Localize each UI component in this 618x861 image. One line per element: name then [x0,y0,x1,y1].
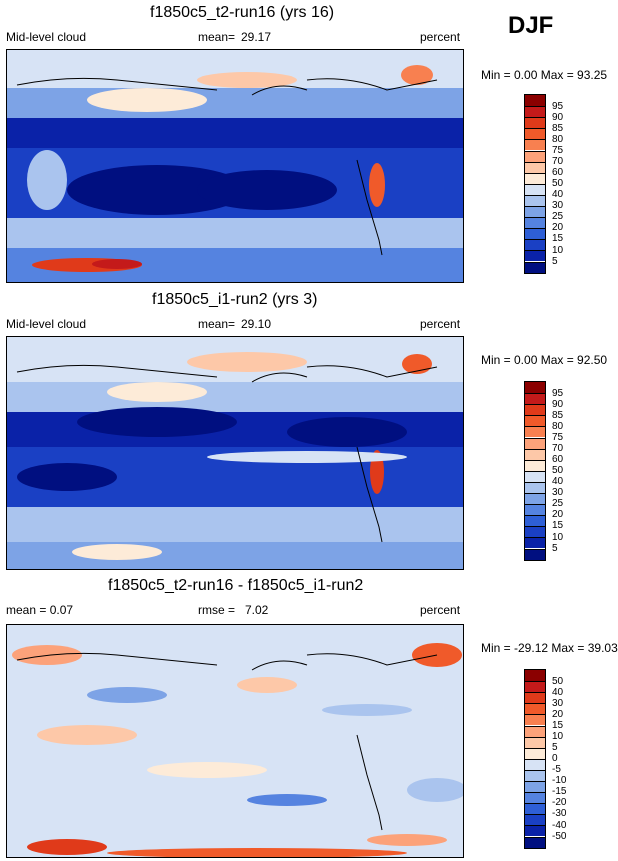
colorbar-tick: 50 [552,465,564,476]
panel-1-units: percent [420,30,461,44]
colorbar-tick: 20 [552,709,564,720]
panel-1-variable-label: Mid-level cloud [6,30,87,44]
panel-1-map-field [7,50,463,282]
colorbar-tick: 80 [552,134,564,145]
colorbar-tick: 75 [552,145,564,156]
colorbar-tick: -40 [552,820,567,831]
panel-3-units: percent [420,603,461,617]
panel-2-variable-label: Mid-level cloud [6,317,87,331]
colorbar-tick: -10 [552,775,567,786]
colorbar-tick: -50 [552,831,567,842]
panel-2-minmax: Min = 0.00 Max = 92.50 [481,353,608,367]
colorbar-tick: -20 [552,797,567,808]
colorbar-tick: 95 [552,388,564,399]
colorbar-tick: -5 [552,764,561,775]
colorbar-tick: 15 [552,720,564,731]
panel-1-map [6,49,464,283]
panel-3-title: f1850c5_t2-run16 - f1850c5_i1-run2 [108,577,364,594]
colorbar-tick: 85 [552,123,564,134]
colorbar-tick: 75 [552,432,564,443]
colorbar-tick: 90 [552,112,564,123]
panel-3-rmse-label: rmse = [198,603,236,617]
panel-2-mean-label: mean= [198,317,236,331]
colorbar-tick: 15 [552,233,564,244]
panel-1-minmax: Min = 0.00 Max = 93.25 [481,68,608,82]
colorbar-tick: 60 [552,167,564,178]
colorbar-tick: 10 [552,731,564,742]
colorbar-tick: 30 [552,698,564,709]
colorbar-tick: 95 [552,101,564,112]
colorbar-tick: 40 [552,476,564,487]
colorbar-tick: -15 [552,786,567,797]
colorbar-tick: 50 [552,676,564,687]
colorbar-tick: 50 [552,178,564,189]
panel-3-map-field [7,625,463,857]
colorbar-tick: 30 [552,487,564,498]
panel-1-title: f1850c5_t2-run16 (yrs 16) [150,4,335,21]
colorbar-tick: 90 [552,399,564,410]
colorbar-tick: 15 [552,520,564,531]
colorbar-tick: 10 [552,532,564,543]
panel-3-mean-label: mean = 0.07 [6,603,74,617]
colorbar-tick: 60 [552,454,564,465]
panel-1-mean-value: 29.17 [241,30,272,44]
colorbar-tick: 5 [552,742,558,753]
panel-1-mean-label: mean= [198,30,236,44]
colorbar-tick: 85 [552,410,564,421]
panel-2-map [6,336,464,570]
colorbar-tick: 70 [552,156,564,167]
panel-3-colorbar [524,669,546,849]
season-label: DJF [508,12,554,39]
panel-3-rmse-value: 7.02 [245,603,269,617]
panel-1-colorbar [524,94,546,274]
panel-2-colorbar [524,381,546,561]
colorbar-tick: 30 [552,200,564,211]
panel-2-mean-value: 29.10 [241,317,272,331]
panel-2-units: percent [420,317,461,331]
colorbar-tick: 5 [552,543,558,554]
colorbar-tick: 70 [552,443,564,454]
colorbar-tick: -30 [552,808,567,819]
colorbar-tick: 25 [552,498,564,509]
colorbar-tick: 0 [552,753,558,764]
colorbar-tick: 20 [552,509,564,520]
panel-2-map-field [7,337,463,569]
panel-3-minmax: Min = -29.12 Max = 39.03 [481,641,618,655]
colorbar-tick: 5 [552,256,558,267]
colorbar-tick: 40 [552,189,564,200]
panel-3-map [6,624,464,858]
panel-2-title: f1850c5_i1-run2 (yrs 3) [152,291,318,308]
colorbar-tick: 10 [552,245,564,256]
colorbar-tick: 40 [552,687,564,698]
colorbar-tick: 80 [552,421,564,432]
colorbar-tick: 25 [552,211,564,222]
colorbar-tick: 20 [552,222,564,233]
